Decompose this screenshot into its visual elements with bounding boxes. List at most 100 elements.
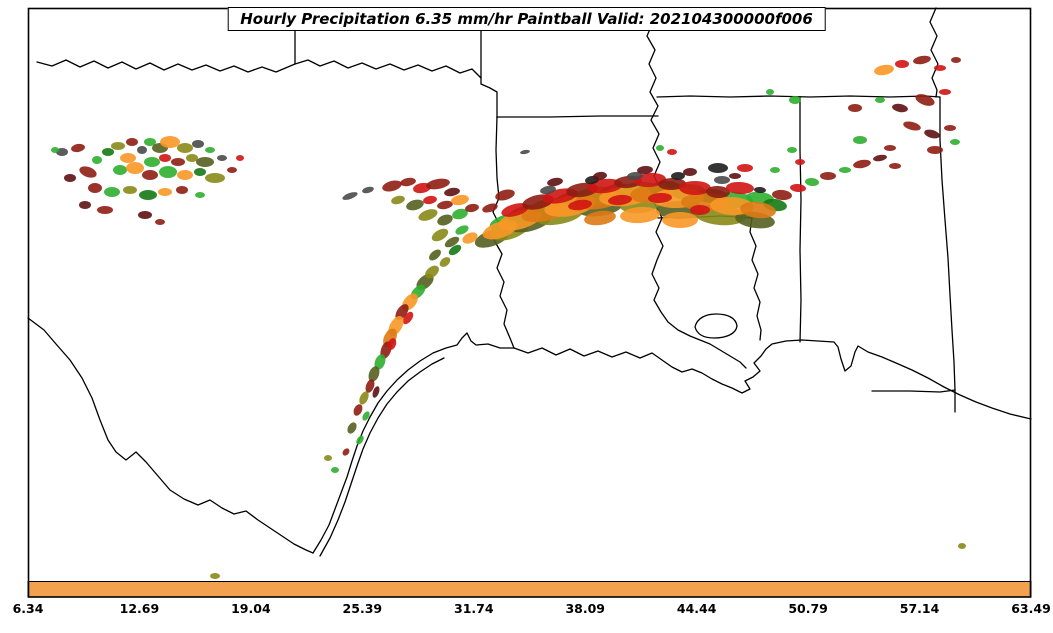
paintball-blob bbox=[186, 154, 198, 162]
paintball-blob bbox=[227, 167, 237, 173]
paintball-blob bbox=[372, 386, 380, 398]
paintball-blob bbox=[667, 149, 677, 155]
paintball-blob bbox=[439, 257, 451, 267]
paintball-blob bbox=[368, 366, 380, 382]
paintball-blob bbox=[790, 183, 806, 193]
paintball-blob bbox=[192, 140, 204, 148]
paintball-blob bbox=[210, 573, 220, 579]
paintball-blob bbox=[400, 177, 416, 187]
paintball-blob bbox=[126, 138, 138, 146]
paintball-layer bbox=[51, 55, 966, 579]
paintball-blob bbox=[608, 194, 632, 206]
paintball-blob bbox=[637, 165, 653, 175]
paintball-blob bbox=[362, 411, 370, 421]
paintball-blob bbox=[875, 97, 885, 103]
paintball-blob bbox=[568, 199, 592, 211]
paintball-blob bbox=[540, 185, 556, 195]
paintball-blob bbox=[889, 163, 901, 169]
paintball-blob bbox=[356, 435, 364, 445]
paintball-blob bbox=[501, 203, 529, 217]
paintball-blob bbox=[853, 136, 867, 144]
paintball-blob bbox=[437, 200, 453, 210]
oklahoma-arkansas-border bbox=[480, 7, 498, 119]
paintball-blob bbox=[120, 153, 136, 163]
paintball-blob bbox=[444, 236, 460, 248]
paintball-blob bbox=[79, 166, 97, 178]
paintball-blob bbox=[839, 167, 851, 173]
paintball-blob bbox=[924, 129, 940, 139]
paintball-blob bbox=[671, 171, 685, 181]
paintball-blob bbox=[547, 177, 563, 187]
paintball-blob bbox=[648, 192, 672, 204]
paintball-blob bbox=[406, 199, 424, 211]
paintball-blob bbox=[160, 136, 180, 148]
paintball-blob bbox=[123, 186, 137, 194]
paintball-blob bbox=[359, 391, 369, 405]
paintball-blob bbox=[429, 249, 441, 261]
paintball-blob bbox=[102, 148, 114, 156]
paintball-blob bbox=[662, 212, 698, 228]
alabama-georgia-border bbox=[939, 96, 956, 391]
paintball-blob bbox=[658, 177, 686, 191]
paintball-blob bbox=[706, 185, 730, 199]
colorbar-tick-label: 57.14 bbox=[899, 601, 940, 616]
paintball-blob bbox=[789, 96, 801, 104]
arkansas-louisiana-border bbox=[496, 115, 659, 118]
paintball-blob bbox=[142, 170, 158, 180]
paintball-blob bbox=[884, 145, 896, 151]
paintball-blob bbox=[113, 165, 127, 175]
paintball-blob bbox=[104, 187, 120, 197]
colorbar-tick-label: 38.09 bbox=[565, 601, 605, 616]
paintball-blob bbox=[71, 143, 85, 153]
paintball-blob bbox=[426, 178, 450, 190]
paintball-blob bbox=[620, 206, 660, 224]
colorbar-tick-label: 12.69 bbox=[119, 601, 160, 616]
paintball-blob bbox=[656, 145, 664, 151]
paintball-blob bbox=[176, 186, 188, 194]
paintball-blob bbox=[171, 158, 185, 166]
paintball-blob bbox=[853, 159, 871, 169]
paintball-blob bbox=[729, 173, 741, 179]
louisiana-gulf-coastline-delta bbox=[513, 339, 1032, 420]
paintball-blob bbox=[423, 195, 437, 205]
red-river-boundary bbox=[36, 59, 482, 79]
paintball-blob bbox=[402, 311, 414, 325]
paintball-blob bbox=[137, 146, 147, 154]
paintball-blob bbox=[79, 201, 91, 209]
paintball-blob bbox=[737, 164, 753, 172]
paintball-blob bbox=[944, 125, 956, 131]
paintball-blob bbox=[787, 147, 797, 153]
paintball-blob bbox=[382, 180, 402, 192]
mississippi-river bbox=[646, 7, 747, 369]
paintball-blob bbox=[347, 422, 357, 434]
paintball-blob bbox=[342, 192, 358, 200]
alabama-florida-border bbox=[871, 389, 956, 413]
paintball-blob bbox=[495, 189, 515, 201]
paintball-blob bbox=[915, 94, 935, 106]
paintball-blob bbox=[950, 139, 960, 145]
paintball-blob bbox=[903, 121, 921, 131]
paintball-blob bbox=[365, 379, 375, 393]
paintball-blob bbox=[805, 177, 819, 187]
paintball-blob bbox=[395, 304, 409, 320]
paintball-blob bbox=[462, 232, 478, 244]
paintball-blob bbox=[766, 89, 774, 95]
paintball-blob bbox=[627, 171, 643, 181]
paintball-blob bbox=[448, 244, 462, 256]
paintball-blob bbox=[437, 214, 453, 226]
texas-gulf-coastline bbox=[312, 332, 515, 554]
paintball-blob bbox=[451, 194, 469, 206]
colorbar-tick-label: 63.49 bbox=[1011, 601, 1051, 616]
colorbar-tick-label: 6.34 bbox=[12, 601, 44, 616]
paintball-blob bbox=[92, 156, 102, 164]
tennessee-river bbox=[929, 7, 939, 98]
paintball-blob bbox=[331, 467, 339, 473]
map-title: Hourly Precipitation 6.35 mm/hr Paintbal… bbox=[227, 7, 826, 31]
paintball-blob bbox=[584, 210, 616, 226]
paintball-blob bbox=[939, 89, 951, 95]
paintball-blob bbox=[425, 265, 439, 279]
paintball-blob bbox=[431, 228, 449, 242]
paintball-blob bbox=[196, 157, 214, 167]
paintball-blob bbox=[726, 181, 754, 195]
